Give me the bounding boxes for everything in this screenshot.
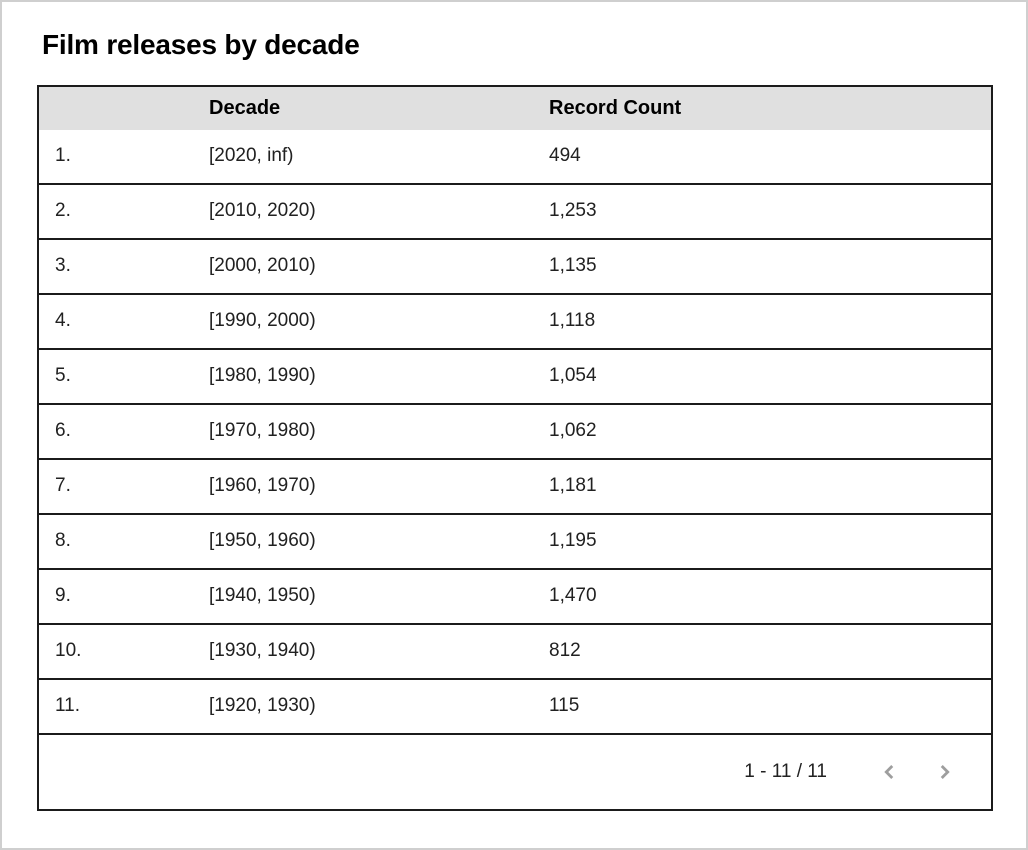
pagination-range: 1 - 11 / 11	[744, 760, 827, 782]
cell-decade: [2020, inf)	[209, 145, 294, 167]
row-number: 3.	[55, 255, 71, 277]
cell-decade: [1920, 1930)	[209, 695, 316, 717]
header-record-count[interactable]: Record Count	[549, 96, 682, 119]
cell-decade: [2010, 2020)	[209, 200, 316, 222]
table-row: 2. [2010, 2020) 1,253	[39, 184, 991, 240]
table-row: 11. [1920, 1930) 115	[39, 679, 991, 735]
cell-decade: [1970, 1980)	[209, 420, 316, 442]
cell-record-count: 812	[549, 640, 581, 662]
row-number: 6.	[55, 420, 71, 442]
row-number: 11.	[55, 695, 81, 717]
cell-decade: [1950, 1960)	[209, 530, 316, 552]
table-row: 6. [1970, 1980) 1,062	[39, 404, 991, 460]
cell-decade: [1960, 1970)	[209, 475, 316, 497]
data-table: Decade Record Count 1. [2020, inf) 494 2…	[37, 84, 993, 811]
table-row: 8. [1950, 1960) 1,195	[39, 514, 991, 570]
cell-decade: [1980, 1990)	[209, 365, 316, 387]
row-number: 8.	[55, 530, 71, 552]
cell-record-count: 1,062	[549, 420, 597, 442]
row-number: 10.	[55, 640, 82, 662]
table-header-row: Decade Record Count	[39, 86, 991, 130]
table-row: 5. [1980, 1990) 1,054	[39, 349, 991, 405]
table-row: 10. [1930, 1940) 812	[39, 624, 991, 680]
table-row: 9. [1940, 1950) 1,470	[39, 569, 991, 625]
cell-record-count: 494	[549, 145, 581, 167]
row-number: 9.	[55, 585, 71, 607]
table-footer: 1 - 11 / 11	[39, 734, 991, 809]
pagination-next-button[interactable]	[925, 752, 965, 792]
cell-record-count: 115	[549, 695, 580, 717]
header-decade[interactable]: Decade	[209, 96, 281, 119]
chevron-right-icon	[932, 759, 958, 785]
row-number: 4.	[55, 310, 71, 332]
cell-record-count: 1,470	[549, 585, 597, 607]
page-title: Film releases by decade	[42, 29, 360, 60]
cell-decade: [2000, 2010)	[209, 255, 316, 277]
cell-decade: [1930, 1940)	[209, 640, 316, 662]
pagination-prev-button[interactable]	[869, 752, 909, 792]
row-number: 7.	[55, 475, 71, 497]
cell-decade: [1990, 2000)	[209, 310, 316, 332]
row-number: 5.	[55, 365, 71, 387]
chevron-left-icon	[876, 759, 902, 785]
cell-decade: [1940, 1950)	[209, 585, 316, 607]
row-number: 1.	[55, 145, 71, 167]
table-row: 1. [2020, inf) 494	[39, 129, 991, 185]
table-row: 7. [1960, 1970) 1,181	[39, 459, 991, 515]
cell-record-count: 1,181	[549, 475, 597, 497]
row-number: 2.	[55, 200, 71, 222]
cell-record-count: 1,253	[549, 200, 597, 222]
cell-record-count: 1,054	[549, 365, 597, 387]
cell-record-count: 1,118	[549, 310, 596, 332]
cell-record-count: 1,135	[549, 255, 597, 277]
table-row: 4. [1990, 2000) 1,118	[39, 294, 991, 350]
table-row: 3. [2000, 2010) 1,135	[39, 239, 991, 295]
cell-record-count: 1,195	[549, 530, 597, 552]
